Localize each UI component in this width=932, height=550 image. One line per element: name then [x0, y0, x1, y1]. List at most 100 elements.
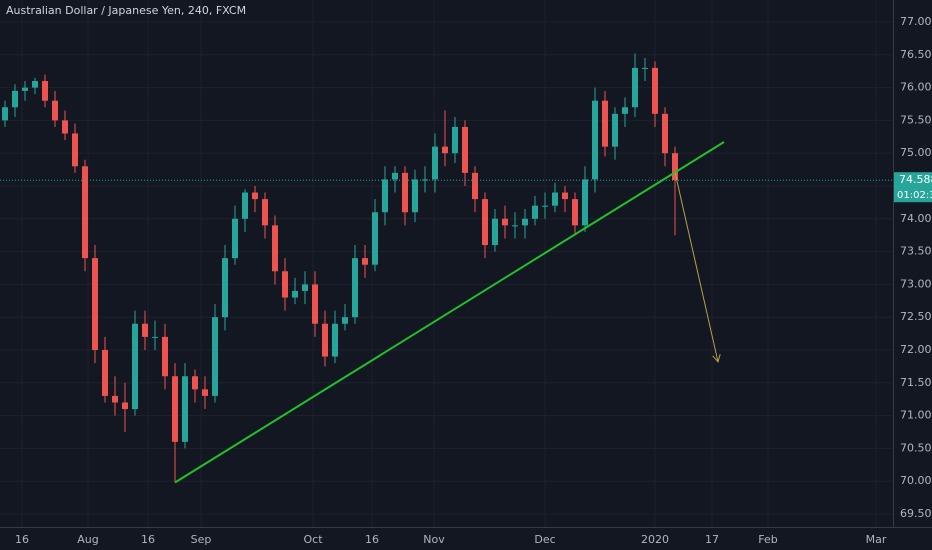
candle-body: [72, 133, 78, 167]
candle-body: [452, 126, 458, 154]
x-tick-label: Dec: [534, 533, 555, 546]
y-tick-label: 69.500: [900, 507, 932, 520]
y-tick-label: 73.500: [900, 245, 932, 258]
y-tick-label: 76.500: [900, 48, 932, 61]
candle-body: [332, 323, 338, 357]
y-tick-label: 74.000: [900, 212, 932, 225]
x-tick-label: 17: [705, 533, 719, 546]
candle-body: [182, 376, 188, 442]
x-tick-label: Feb: [758, 533, 777, 546]
x-tick-label: 16: [365, 533, 379, 546]
candle-body: [112, 395, 118, 403]
candle-body: [662, 113, 668, 154]
candle-body: [602, 100, 608, 147]
candle-body: [252, 192, 258, 200]
candle-body: [12, 90, 18, 108]
candle-body: [92, 258, 98, 350]
candle-body: [492, 218, 498, 246]
candle-body: [52, 100, 58, 121]
candle-body: [592, 100, 598, 180]
trend-line: [174, 141, 725, 484]
y-tick-label: 70.000: [900, 474, 932, 487]
candle-body: [572, 199, 578, 226]
candle-body: [302, 284, 308, 291]
x-tick-label: Oct: [303, 533, 323, 546]
y-tick-label: 73.000: [900, 277, 932, 290]
candle-body: [142, 323, 148, 337]
x-tick-label: 16: [15, 533, 29, 546]
candle-body: [22, 87, 28, 91]
y-tick-label: 72.000: [900, 343, 932, 356]
candle-body: [372, 212, 378, 265]
candle-body: [62, 120, 68, 134]
candle-body: [132, 323, 138, 410]
candle-body: [562, 192, 568, 200]
candle-body: [582, 179, 588, 226]
candle-body: [342, 317, 348, 324]
chart-title: Australian Dollar / Japanese Yen, 240, F…: [6, 4, 246, 17]
projection-arrow: [674, 172, 719, 362]
candle-body: [382, 179, 388, 213]
y-tick-label: 77.000: [900, 15, 932, 28]
candle-body: [412, 179, 418, 213]
candle-body: [402, 172, 408, 213]
x-tick-label: Nov: [423, 533, 445, 546]
y-tick-label: 71.000: [900, 409, 932, 422]
y-tick-label: 70.500: [900, 441, 932, 454]
candle-body: [442, 146, 448, 154]
candle-body: [32, 81, 38, 88]
candle-body: [502, 218, 508, 226]
candle-body: [552, 192, 558, 206]
candle-body: [102, 349, 108, 396]
y-tick-label: 71.500: [900, 376, 932, 389]
arrow-head: [712, 353, 721, 363]
x-tick-label: Mar: [866, 533, 887, 546]
countdown-label: 01:02:30: [897, 190, 932, 201]
candle-body: [192, 376, 198, 390]
last-price-label: 74.588: [899, 173, 932, 186]
candle-body: [202, 389, 208, 396]
y-tick-label: 72.500: [900, 310, 932, 323]
candle-body: [532, 205, 538, 219]
candle-body: [672, 153, 678, 181]
candle-body: [312, 284, 318, 324]
candle-body: [292, 290, 298, 298]
candle-body: [242, 192, 248, 219]
candle-body: [622, 107, 628, 114]
candle-body: [392, 172, 398, 180]
candle-body: [122, 402, 128, 410]
last-price-box: [894, 172, 932, 203]
candle-body: [2, 107, 8, 121]
y-tick-label: 76.000: [900, 81, 932, 94]
candle-body: [362, 258, 368, 265]
candle-body: [432, 146, 438, 180]
candle-body: [642, 67, 648, 69]
candle-body: [232, 218, 238, 259]
candle-body: [422, 179, 428, 181]
x-tick-label: Aug: [77, 533, 98, 546]
candle-body: [522, 218, 528, 226]
candle-body: [212, 317, 218, 396]
candle-body: [652, 67, 658, 114]
y-tick-label: 75.500: [900, 113, 932, 126]
candle-body: [272, 225, 278, 272]
x-tick-label: 2020: [641, 533, 669, 546]
candle-body: [632, 67, 638, 108]
candle-body: [322, 323, 328, 357]
candle-body: [462, 126, 468, 173]
candle-body: [152, 336, 158, 338]
candle-body: [82, 166, 88, 259]
candle-body: [42, 81, 48, 101]
x-tick-label: 16: [141, 533, 155, 546]
x-tick-label: Sep: [191, 533, 212, 546]
candle-body: [352, 258, 358, 318]
candle-body: [222, 258, 228, 318]
candle-body: [172, 376, 178, 442]
candle-body: [512, 225, 518, 227]
candle-body: [612, 113, 618, 147]
candle-body: [262, 199, 268, 226]
candle-body: [162, 336, 168, 377]
candle-body: [482, 199, 488, 246]
